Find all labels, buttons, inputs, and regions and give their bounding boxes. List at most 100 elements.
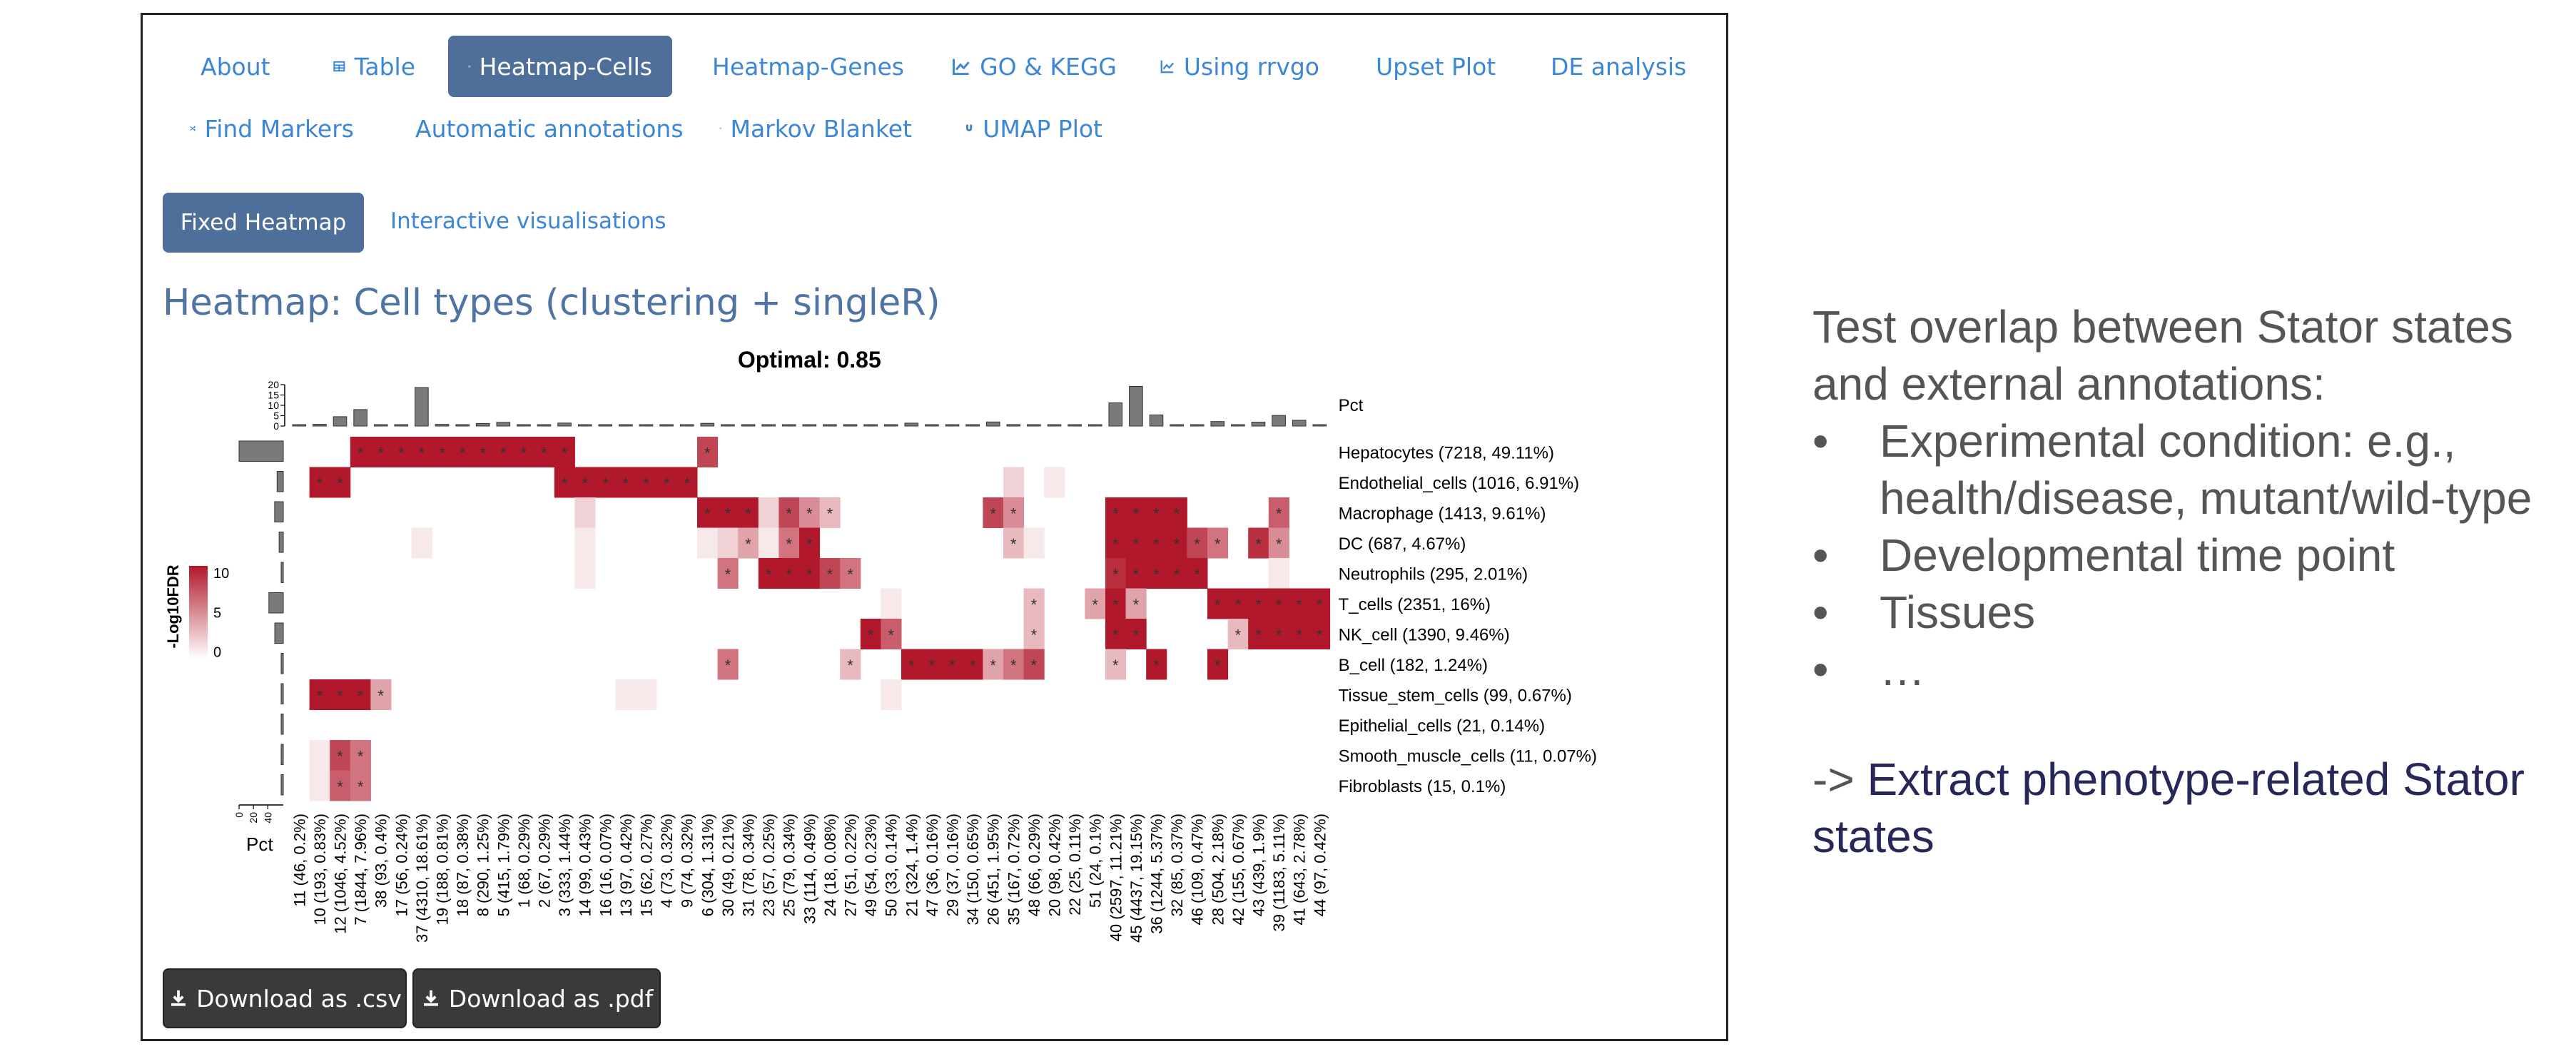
- download-pdf-label: Download as .pdf: [448, 984, 654, 1013]
- notes-intro-line1: Test overlap between Stator states: [1812, 301, 2513, 353]
- heatmap-cell: [1003, 527, 1025, 559]
- heatmap-cell: [1023, 588, 1045, 619]
- heatmap-cell: [1248, 588, 1269, 619]
- column-label: 1 (68, 0.29%): [515, 814, 533, 908]
- column-label: 2 (67, 0.29%): [536, 814, 554, 908]
- heatmap-cell: [330, 770, 351, 801]
- significance-mark: *: [1133, 626, 1140, 644]
- tab-go-kegg[interactable]: GO & KEGG: [931, 36, 1137, 97]
- significance-mark: *: [847, 565, 853, 583]
- significance-mark: *: [1296, 596, 1302, 614]
- tab-heatmap-cells[interactable]: Heatmap-Cells: [448, 36, 672, 97]
- heatmap-cell: [1105, 649, 1127, 680]
- download-icon: [171, 990, 186, 1006]
- significance-mark: *: [1255, 596, 1262, 614]
- tab-upset-plot[interactable]: Upset Plot: [1347, 36, 1511, 97]
- top-bar: [373, 424, 388, 427]
- side-notes: Test overlap between Stator states and e…: [1812, 298, 2569, 865]
- heatmap-cell: [819, 558, 841, 589]
- significance-mark: *: [337, 778, 343, 796]
- heatmap-cell: [330, 679, 351, 710]
- top-bar: [700, 422, 715, 427]
- top-bar: [394, 424, 409, 427]
- heatmap-cell: [350, 740, 371, 771]
- significance-mark: *: [684, 475, 690, 492]
- notes-bullet: Tissues: [1812, 584, 2569, 641]
- interactive-visualisations-tab[interactable]: Interactive visualisations: [390, 208, 666, 234]
- top-bar: [1292, 420, 1307, 427]
- top-bar: [1047, 424, 1062, 427]
- significance-mark: *: [1031, 657, 1038, 674]
- column-label: 31 (78, 0.34%): [740, 814, 758, 916]
- heatmap-cell: [717, 497, 739, 528]
- tab-automatic-annotations[interactable]: Automatic annotations: [387, 98, 689, 159]
- column-label: 7 (1844, 7.96%): [352, 814, 370, 926]
- significance-mark: *: [377, 686, 384, 704]
- tab-de-analysis[interactable]: DE analysis: [1522, 36, 1705, 97]
- top-bar: [1210, 421, 1225, 427]
- significance-mark: *: [786, 505, 792, 522]
- significance-mark: *: [1112, 626, 1119, 644]
- tab-label: UMAP Plot: [983, 114, 1102, 143]
- tab-table[interactable]: Table: [313, 36, 435, 97]
- column-label: 37 (4310, 18.61%): [413, 814, 431, 943]
- bullet-text: Tissues: [1880, 587, 2036, 638]
- tab-find-markers[interactable]: Find Markers: [169, 98, 374, 159]
- heatmap-cell: [758, 527, 779, 559]
- heatmap-cell: [350, 770, 371, 801]
- download-pdf-button[interactable]: Download as .pdf: [412, 968, 661, 1028]
- column-label: 51 (24, 0.1%): [1087, 814, 1105, 908]
- download-csv-button[interactable]: Download as .csv: [163, 968, 407, 1028]
- significance-mark: *: [970, 657, 976, 674]
- significance-mark: *: [419, 444, 425, 462]
- tab-umap-plot[interactable]: UMAP Plot: [944, 98, 1122, 159]
- significance-mark: *: [358, 778, 364, 796]
- top-bar: [415, 387, 429, 427]
- fixed-heatmap-button[interactable]: Fixed Heatmap: [163, 193, 364, 253]
- heatmap-cell: [901, 649, 923, 680]
- left-bar-tick-label: 0: [233, 812, 245, 818]
- top-bar: [883, 424, 898, 427]
- heatmap-cell: [656, 467, 677, 498]
- tab-about[interactable]: About: [172, 36, 280, 97]
- tab-markov-blanket[interactable]: Markov Blanket: [699, 98, 932, 159]
- top-bar: [455, 424, 470, 427]
- significance-mark: *: [786, 535, 792, 553]
- heatmap-cell: [1023, 527, 1045, 559]
- column-label: 49 (54, 0.23%): [862, 814, 880, 916]
- column-label: 19 (188, 0.81%): [434, 814, 452, 926]
- heatmap-cell: [1268, 527, 1289, 559]
- significance-mark: *: [398, 444, 405, 462]
- notes-bullet: …: [1812, 641, 2569, 698]
- left-bar: [280, 683, 284, 704]
- significance-mark: *: [1174, 565, 1180, 583]
- column-label: 43 (439, 1.9%): [1250, 814, 1268, 916]
- row-label: DC (687, 4.67%): [1339, 534, 1466, 554]
- significance-mark: *: [990, 657, 996, 674]
- tab-heatmap-genes[interactable]: Heatmap-Genes: [684, 36, 919, 97]
- top-bar-label: Pct: [1339, 396, 1364, 415]
- heatmap-cell: [411, 437, 432, 467]
- row-label: T_cells (2351, 16%): [1339, 595, 1491, 614]
- tab-label: Markov Blanket: [730, 114, 912, 143]
- significance-mark: *: [827, 565, 833, 583]
- tab-using-rrvgo[interactable]: Using rrvgo: [1140, 36, 1339, 97]
- heatmap-cell: [1044, 467, 1065, 498]
- heatmap-cell: [1003, 467, 1025, 498]
- left-bar: [268, 592, 284, 614]
- significance-mark: *: [1153, 535, 1160, 553]
- left-bar: [278, 532, 284, 553]
- heatmap-cell: [1166, 497, 1187, 528]
- column-label: 36 (1244, 5.37%): [1148, 814, 1166, 934]
- significance-mark: *: [1235, 596, 1242, 614]
- column-label: 32 (85, 0.37%): [1168, 814, 1186, 916]
- significance-mark: *: [1112, 657, 1119, 674]
- top-bar: [475, 422, 490, 427]
- heatmap-cell: [309, 740, 330, 771]
- left-bar: [274, 622, 284, 644]
- top-bar: [435, 424, 450, 427]
- tab-label: Using rrvgo: [1183, 52, 1319, 81]
- tab-label: About: [201, 52, 270, 81]
- column-label: 29 (37, 0.16%): [944, 814, 962, 916]
- row-label: Macrophage (1413, 9.61%): [1339, 504, 1546, 523]
